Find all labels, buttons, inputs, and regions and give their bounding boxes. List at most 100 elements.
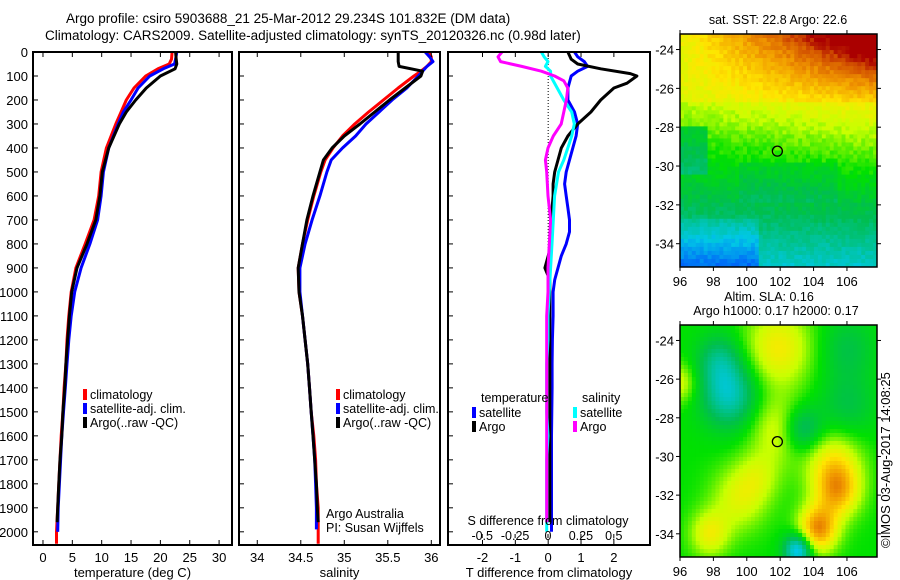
legend-heading-temperature: temperature	[481, 391, 548, 405]
y-tick-label: 1200	[0, 333, 28, 348]
legend-swatch	[83, 417, 87, 428]
x-tick-label: 15	[124, 550, 138, 565]
legend-swatch	[573, 421, 577, 432]
y-tick-label: 1900	[0, 501, 28, 516]
x-tick-label: 5	[69, 550, 76, 565]
map-y-tick-label: -28	[655, 411, 674, 426]
legend-swatch	[472, 407, 476, 418]
map-frame	[679, 33, 878, 268]
map-y-tick-label: -26	[655, 372, 674, 387]
map-x-tick-label: 100	[736, 274, 758, 289]
map-y-tick-label: -34	[655, 527, 674, 542]
legend-label: Argo(..raw -QC)	[90, 416, 178, 430]
y-tick-label: 1800	[0, 477, 28, 492]
y-tick-label: 1600	[0, 429, 28, 444]
legend-swatch	[83, 403, 87, 414]
map-x-tick-label: 102	[769, 564, 791, 579]
x-tick-label: 35	[337, 550, 351, 565]
y-tick-label: 0	[21, 45, 28, 60]
legend-swatch	[336, 403, 340, 414]
map-sla-map	[680, 325, 877, 557]
y-tick-label: 900	[6, 261, 28, 276]
map-y-tick-label: -30	[655, 159, 674, 174]
series-argo-raw-qc-	[55, 51, 179, 523]
map-x-tick-label: 98	[706, 274, 720, 289]
map-y-tick-label: -30	[655, 449, 674, 464]
map-x-tick-label: 102	[769, 274, 791, 289]
x-axis-label: temperature (deg C)	[74, 565, 191, 580]
legend-label: satellite	[580, 406, 622, 420]
map-y-tick-label: -34	[655, 237, 674, 252]
title-line-1: Argo profile: csiro 5903688_21 25-Mar-20…	[66, 11, 511, 26]
y-tick-label: 2000	[0, 525, 28, 540]
legend-label: climatology	[90, 388, 153, 402]
map-y-tick-label: -24	[655, 333, 674, 348]
y-tick-label: 200	[6, 93, 28, 108]
y-tick-label: 600	[6, 189, 28, 204]
x-tick-label: -1	[510, 550, 522, 565]
map-y-tick-label: -32	[655, 198, 674, 213]
credit-text: ©IMOS 03-Aug-2017 14:08:25	[878, 372, 893, 548]
x-tick-label: 1	[577, 550, 584, 565]
y-tick-label: 1300	[0, 357, 28, 372]
map-frame-sla-map: -24 -26 -28 -30 -32 -34 96 98 100 102 104 106 Altim.…	[655, 290, 881, 579]
y-tick-label: 100	[6, 69, 28, 84]
legend-label: satellite-adj. clim.	[90, 402, 186, 416]
series-satellite-adj-clim-	[298, 50, 435, 530]
x-axis-label: salinity	[320, 565, 360, 580]
y-tick-label: 1500	[0, 405, 28, 420]
x-tick-label: 34.5	[288, 550, 313, 565]
y-tick-label: 400	[6, 141, 28, 156]
legend-swatch	[336, 389, 340, 400]
legend-swatch	[336, 417, 340, 428]
legend-swatch	[573, 407, 577, 418]
annotation-text: Argo Australia	[326, 507, 404, 521]
map-y-tick-label: -24	[655, 43, 674, 58]
legend-swatch	[83, 389, 87, 400]
top-axis-label-salinity: S difference from climatology	[468, 514, 630, 528]
legend-label: Argo	[580, 420, 606, 434]
map-y-tick-label: -28	[655, 120, 674, 135]
map-x-tick-label: 98	[706, 564, 720, 579]
map-frame	[679, 324, 878, 558]
panel-salinity-profile: 34 34.5 35 35.5 36 salinity climatologysatelli…	[238, 50, 441, 580]
map-sst-map	[680, 34, 877, 267]
legend-label: climatology	[343, 388, 406, 402]
x-axis-label: T difference from climatology	[466, 565, 633, 580]
x-tick-label: 30	[212, 550, 226, 565]
legend-label: Argo(..raw -QC)	[343, 416, 431, 430]
x-tick-label: 35.5	[375, 550, 400, 565]
legend-label: Argo	[479, 420, 505, 434]
title-line-2: Climatology: CARS2009. Satellite-adjuste…	[45, 28, 581, 43]
series-t-satellite	[550, 51, 590, 532]
legend-swatch	[472, 421, 476, 432]
series-s-argo	[496, 51, 570, 523]
plot-frame	[32, 51, 233, 546]
map-title-line-2: Argo h1000: 0.17 h2000: 0.17	[693, 304, 858, 318]
series-argo-raw-qc-	[296, 52, 425, 523]
y-tick-label: 300	[6, 117, 28, 132]
legend-heading-salinity: salinity	[582, 391, 621, 405]
map-title: sat. SST: 22.8 Argo: 22.6	[709, 13, 847, 27]
x-tick-label: 36	[424, 550, 438, 565]
series-t-argo	[543, 51, 639, 523]
panel-temperature-profile: 0100200300400500600700800900100011001200…	[0, 45, 233, 580]
map-x-tick-label: 106	[836, 564, 858, 579]
legend-label: satellite-adj. clim.	[343, 402, 439, 416]
y-tick-label: 1400	[0, 381, 28, 396]
argo-float-marker	[771, 145, 784, 157]
plot-frame	[447, 51, 651, 546]
x-tick-label: -2	[477, 550, 489, 565]
x-tick-label: 10	[94, 550, 108, 565]
y-tick-label: 1000	[0, 285, 28, 300]
map-frame-sst-map: -24 -26 -28 -30 -32 -34 96 98 100 102 104 106 sat. S…	[655, 13, 881, 289]
argo-float-marker	[771, 436, 784, 448]
map-x-tick-label: 100	[736, 564, 758, 579]
map-y-tick-label: -32	[655, 488, 674, 503]
x-tick-label: 0	[545, 550, 552, 565]
y-tick-label: 1100	[0, 309, 28, 324]
map-title-line-1: Altim. SLA: 0.16	[724, 290, 814, 304]
x-tick-label: 34	[250, 550, 264, 565]
y-tick-label: 500	[6, 165, 28, 180]
map-x-tick-label: 106	[836, 274, 858, 289]
